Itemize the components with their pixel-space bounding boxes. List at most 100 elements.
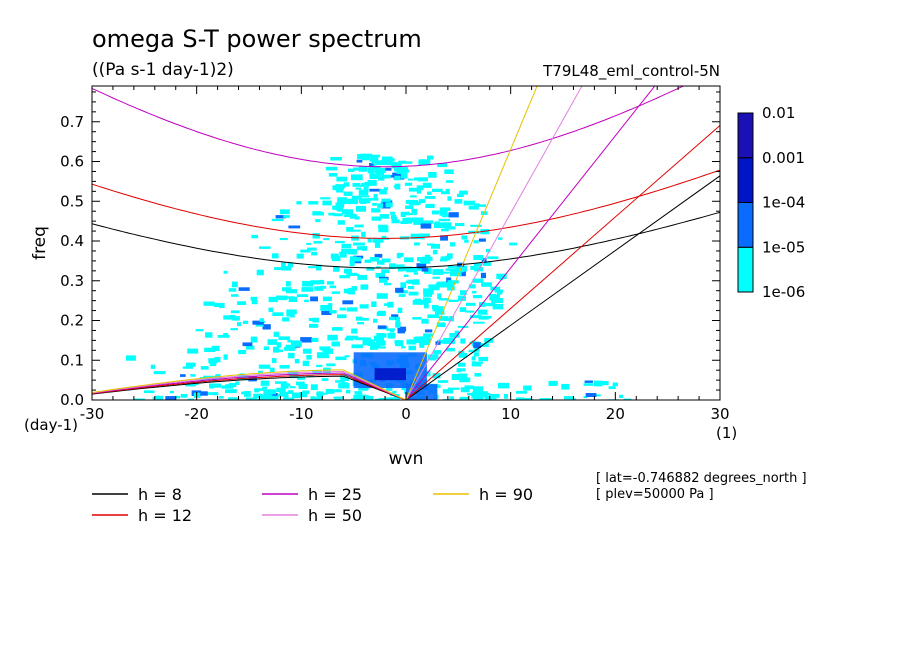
- shade-cell: [343, 288, 355, 294]
- shade-cell: [280, 209, 290, 215]
- shade-cell: [209, 362, 217, 367]
- shade-cell: [498, 382, 510, 389]
- shade-cell: [458, 353, 468, 358]
- shade-cell: [366, 198, 379, 201]
- shade-cell: [515, 390, 527, 394]
- shade-cell: [319, 347, 329, 351]
- x-axis-label: wvn: [389, 449, 424, 469]
- shade-cell: [439, 207, 451, 211]
- shade-cell: [378, 176, 385, 181]
- chart-title: omega S-T power spectrum: [92, 25, 422, 53]
- shade-cell: [427, 191, 432, 195]
- shade-cell: [473, 255, 484, 260]
- shade-cell: [329, 285, 337, 289]
- shade-cell: [180, 374, 186, 377]
- shade-cell: [274, 267, 284, 270]
- shade-cell: [379, 214, 389, 219]
- shade-cell: [360, 284, 369, 290]
- shade-cell: [481, 282, 492, 287]
- shade-cell: [254, 388, 259, 393]
- shade-cell: [363, 337, 371, 342]
- shade-cell: [377, 325, 387, 329]
- shade-cell: [301, 287, 314, 292]
- shade-cell: [409, 201, 420, 206]
- shade-cell: [395, 316, 400, 322]
- shade-cell: [480, 272, 486, 279]
- shade-cell: [477, 309, 488, 315]
- shade-cell: [230, 328, 238, 331]
- shade-cell: [421, 256, 433, 261]
- shade-cell: [351, 195, 362, 200]
- shade-cell: [403, 274, 409, 277]
- shade-cell: [363, 186, 369, 193]
- shade-cell: [335, 240, 345, 244]
- shade-cell: [311, 337, 319, 342]
- shade-cell: [349, 229, 361, 232]
- shade-cell: [480, 229, 490, 235]
- shade-cell: [328, 212, 335, 216]
- shade-cell: [245, 345, 255, 350]
- shade-cell: [335, 202, 345, 208]
- shade-cell: [353, 242, 365, 246]
- shade-cell: [416, 188, 421, 194]
- shade-cell: [411, 217, 424, 223]
- shade-cell: [316, 391, 324, 398]
- shade-cell: [381, 159, 393, 166]
- shade-cell: [242, 342, 253, 347]
- shade-cell: [357, 274, 368, 280]
- x-units-label: (1): [716, 424, 737, 442]
- shade-cell: [473, 321, 485, 324]
- colorbar-label: 1e-05: [762, 238, 805, 256]
- shade-cell: [267, 339, 277, 345]
- shade-cell: [346, 389, 351, 394]
- x-tick-label: -20: [184, 405, 209, 423]
- colorbar-segment: [737, 246, 754, 293]
- shade-cell: [412, 317, 422, 320]
- shade-cell: [496, 273, 507, 279]
- shade-cell: [369, 188, 382, 192]
- shade-cell: [497, 292, 503, 295]
- shade-cell: [245, 397, 258, 400]
- shade-cell: [279, 365, 290, 369]
- shade-cell: [443, 337, 456, 344]
- y-tick-label: 0.6: [60, 153, 84, 171]
- shade-cell: [223, 333, 229, 336]
- shade-cell: [355, 187, 362, 190]
- shade-cell: [286, 313, 294, 317]
- shade-cell: [360, 153, 373, 157]
- shade-cell: [383, 282, 392, 286]
- shade-cell: [371, 216, 382, 221]
- shade-cell: [223, 270, 228, 274]
- shade-cell: [404, 182, 413, 186]
- shade-cell: [548, 380, 558, 386]
- shade-cell: [460, 387, 470, 393]
- shade-cell: [378, 398, 387, 400]
- shade-cell: [333, 213, 343, 217]
- shade-cell: [413, 272, 418, 275]
- shade-cell: [619, 394, 624, 398]
- shade-cell: [325, 166, 338, 171]
- shade-cell: [430, 243, 440, 249]
- shade-cell: [302, 360, 309, 367]
- shade-cell: [405, 217, 413, 222]
- shade-cell: [309, 323, 319, 328]
- shade-cell: [478, 238, 486, 242]
- shade-cell: [381, 258, 391, 263]
- shade-cell: [354, 216, 360, 220]
- shade-cell: [290, 341, 302, 347]
- shade-cell: [258, 370, 263, 374]
- shade-cell: [255, 324, 264, 327]
- shade-cell: [346, 227, 354, 232]
- shade-cell: [423, 333, 433, 337]
- shade-cell: [225, 384, 231, 387]
- shade-cell: [268, 307, 274, 312]
- shade-cell: [459, 377, 471, 383]
- shade-cell: [420, 223, 432, 229]
- shade-cell: [409, 213, 417, 216]
- shade-cell: [415, 220, 421, 225]
- shade-cell: [336, 187, 344, 193]
- y-tick-label: 0.0: [60, 391, 84, 409]
- shade-cell: [287, 262, 293, 268]
- shade-cell: [312, 211, 324, 216]
- shade-cell: [340, 375, 349, 381]
